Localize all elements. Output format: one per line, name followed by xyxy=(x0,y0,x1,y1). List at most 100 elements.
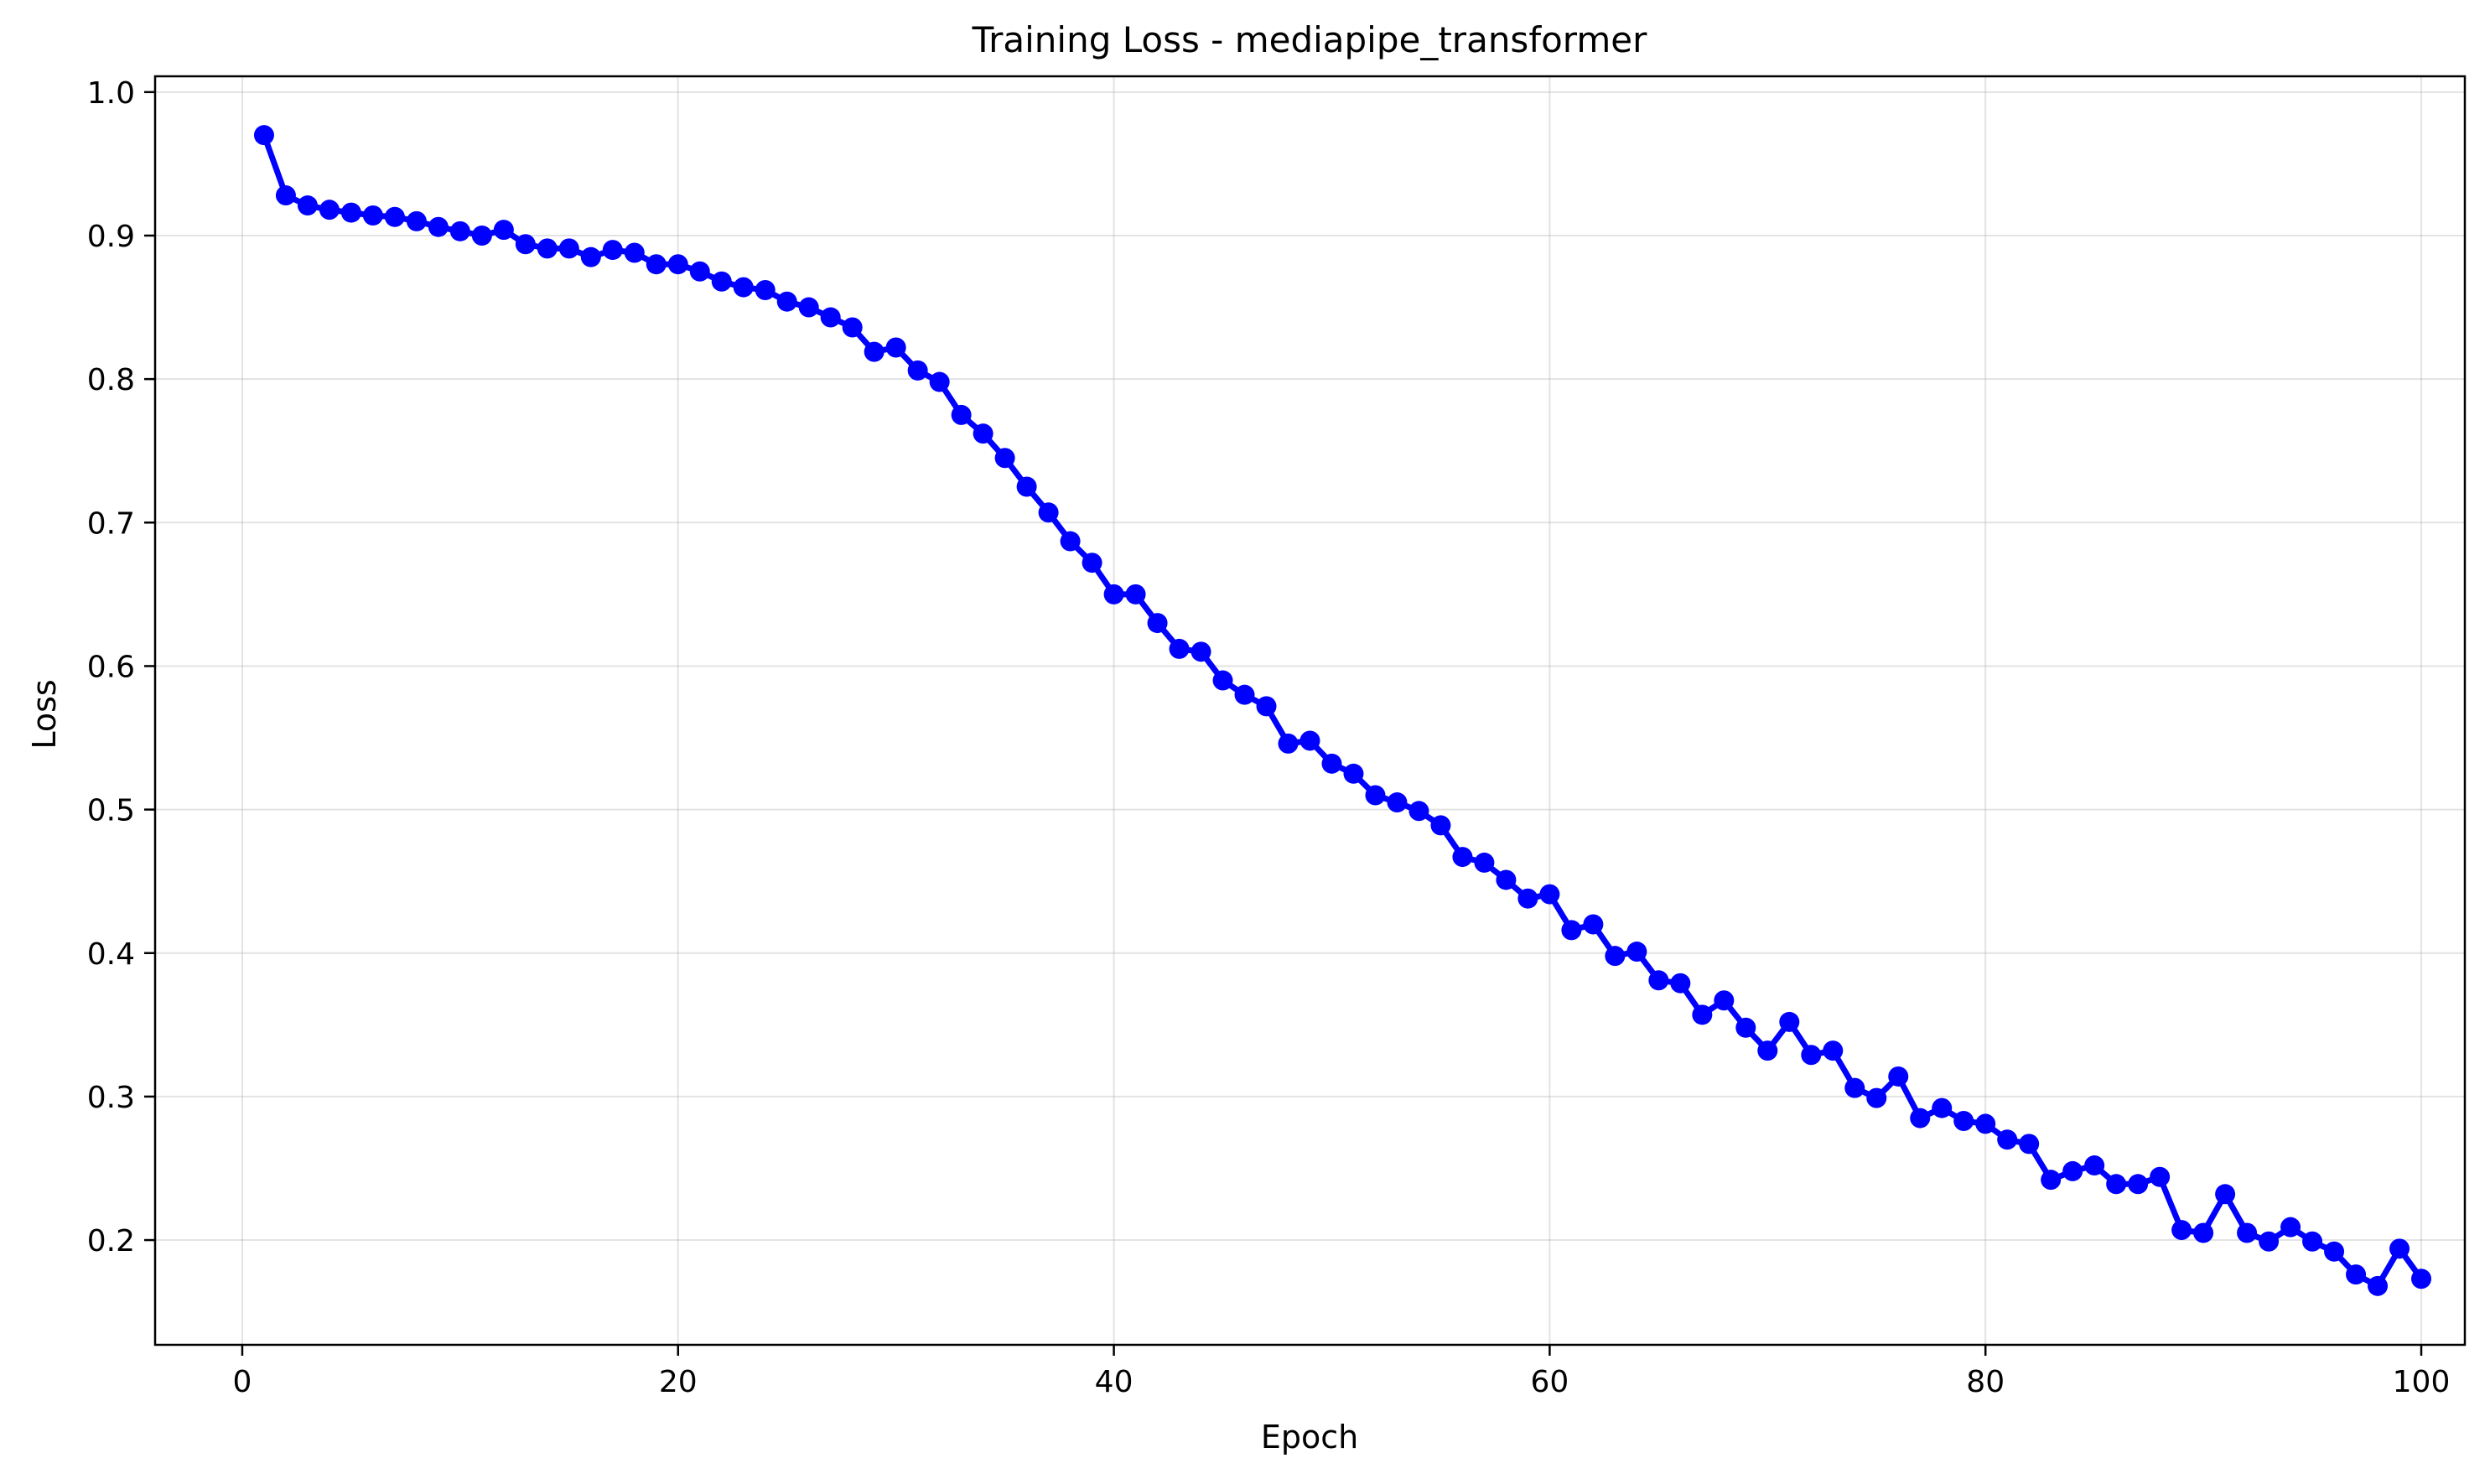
data-point xyxy=(406,210,427,231)
data-point xyxy=(1365,785,1386,806)
data-point xyxy=(297,195,318,216)
series-layer xyxy=(253,125,2432,1296)
data-point xyxy=(2389,1238,2410,1259)
data-point xyxy=(1343,763,1364,784)
data-point xyxy=(1408,801,1429,822)
data-point xyxy=(2302,1231,2323,1252)
data-point xyxy=(1779,1011,1800,1032)
y-tick-label: 0.9 xyxy=(87,220,135,254)
data-point xyxy=(1626,942,1647,963)
data-point xyxy=(2084,1155,2105,1176)
data-point xyxy=(449,221,470,241)
data-point xyxy=(1387,792,1408,813)
grid-lines xyxy=(155,76,2465,1345)
data-point xyxy=(1648,970,1669,991)
data-point xyxy=(1234,684,1255,705)
data-point xyxy=(2346,1264,2367,1285)
data-point xyxy=(2062,1160,2083,1181)
data-point xyxy=(1888,1066,1909,1087)
x-tick-label: 40 xyxy=(1095,1365,1133,1399)
data-point xyxy=(1299,730,1320,751)
data-point xyxy=(493,220,514,241)
data-point xyxy=(1278,733,1299,754)
data-point xyxy=(2215,1184,2236,1205)
data-point xyxy=(275,185,296,206)
data-point xyxy=(362,205,383,226)
x-tick-label: 100 xyxy=(2393,1365,2451,1399)
data-point xyxy=(776,291,797,312)
x-tick-label: 60 xyxy=(1530,1365,1569,1399)
data-point xyxy=(2259,1231,2280,1252)
data-point xyxy=(1060,531,1081,552)
data-point xyxy=(1496,869,1517,890)
data-point xyxy=(1605,946,1626,967)
data-point xyxy=(755,280,776,301)
data-point xyxy=(994,448,1015,469)
data-point xyxy=(820,307,841,328)
data-point xyxy=(1517,888,1538,909)
data-point xyxy=(2280,1217,2301,1238)
data-point xyxy=(2019,1134,2040,1155)
data-point xyxy=(798,297,819,318)
y-tick-label: 0.6 xyxy=(87,650,135,684)
data-point xyxy=(1125,584,1146,604)
data-point xyxy=(1975,1113,1996,1134)
data-point xyxy=(973,423,993,444)
data-point xyxy=(602,240,623,261)
data-point xyxy=(1212,670,1233,691)
data-point xyxy=(1082,553,1102,573)
data-point xyxy=(711,271,732,292)
data-point xyxy=(537,238,558,259)
data-point xyxy=(1910,1108,1931,1129)
data-point xyxy=(1670,973,1691,994)
series-line xyxy=(261,134,2424,1289)
data-point xyxy=(667,254,688,275)
data-point xyxy=(1147,613,1168,634)
data-point xyxy=(1735,1017,1756,1038)
plot-area-frame xyxy=(153,75,2467,1346)
data-point xyxy=(2193,1222,2214,1243)
data-point xyxy=(471,225,492,246)
data-point xyxy=(340,202,361,223)
data-point xyxy=(689,261,710,282)
data-point xyxy=(319,200,340,221)
data-point xyxy=(929,371,950,392)
data-point xyxy=(2171,1220,2192,1241)
data-point xyxy=(1561,920,1582,941)
x-tick-label: 80 xyxy=(1966,1365,2005,1399)
data-point xyxy=(842,317,863,338)
data-point xyxy=(1997,1129,2018,1150)
chart-title: Training Loss - mediapipe_transformer xyxy=(972,19,1647,60)
data-point xyxy=(1103,584,1124,604)
data-point xyxy=(646,254,667,275)
data-point xyxy=(1016,476,1037,497)
data-point xyxy=(1714,990,1735,1011)
y-axis-label: Loss xyxy=(26,679,63,749)
y-tick-label: 0.7 xyxy=(87,506,135,541)
data-point xyxy=(1430,815,1451,836)
data-point xyxy=(907,360,928,381)
x-tick-label: 0 xyxy=(233,1365,252,1399)
data-point xyxy=(580,246,601,267)
data-point xyxy=(515,234,536,255)
data-point xyxy=(1757,1040,1778,1061)
data-point xyxy=(558,238,579,259)
data-point xyxy=(733,277,754,298)
data-point xyxy=(1866,1087,1887,1108)
data-point xyxy=(864,341,884,362)
data-point xyxy=(624,242,645,263)
data-point xyxy=(1823,1040,1844,1061)
y-tick-label: 0.3 xyxy=(87,1081,135,1115)
y-tick-label: 0.5 xyxy=(87,794,135,828)
data-point xyxy=(1038,502,1059,523)
data-point xyxy=(384,206,405,227)
data-point xyxy=(2324,1241,2345,1262)
data-point xyxy=(2041,1170,2062,1191)
data-point xyxy=(885,337,906,358)
data-point xyxy=(1801,1045,1822,1066)
data-point xyxy=(1256,696,1277,717)
data-point xyxy=(2368,1275,2389,1296)
y-tick-label: 0.4 xyxy=(87,937,135,972)
